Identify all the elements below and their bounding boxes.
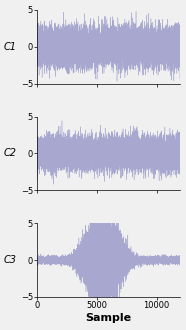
X-axis label: Sample: Sample [86, 313, 132, 323]
Y-axis label: C2: C2 [3, 148, 16, 158]
Y-axis label: C1: C1 [3, 42, 16, 52]
Y-axis label: C3: C3 [3, 255, 16, 265]
